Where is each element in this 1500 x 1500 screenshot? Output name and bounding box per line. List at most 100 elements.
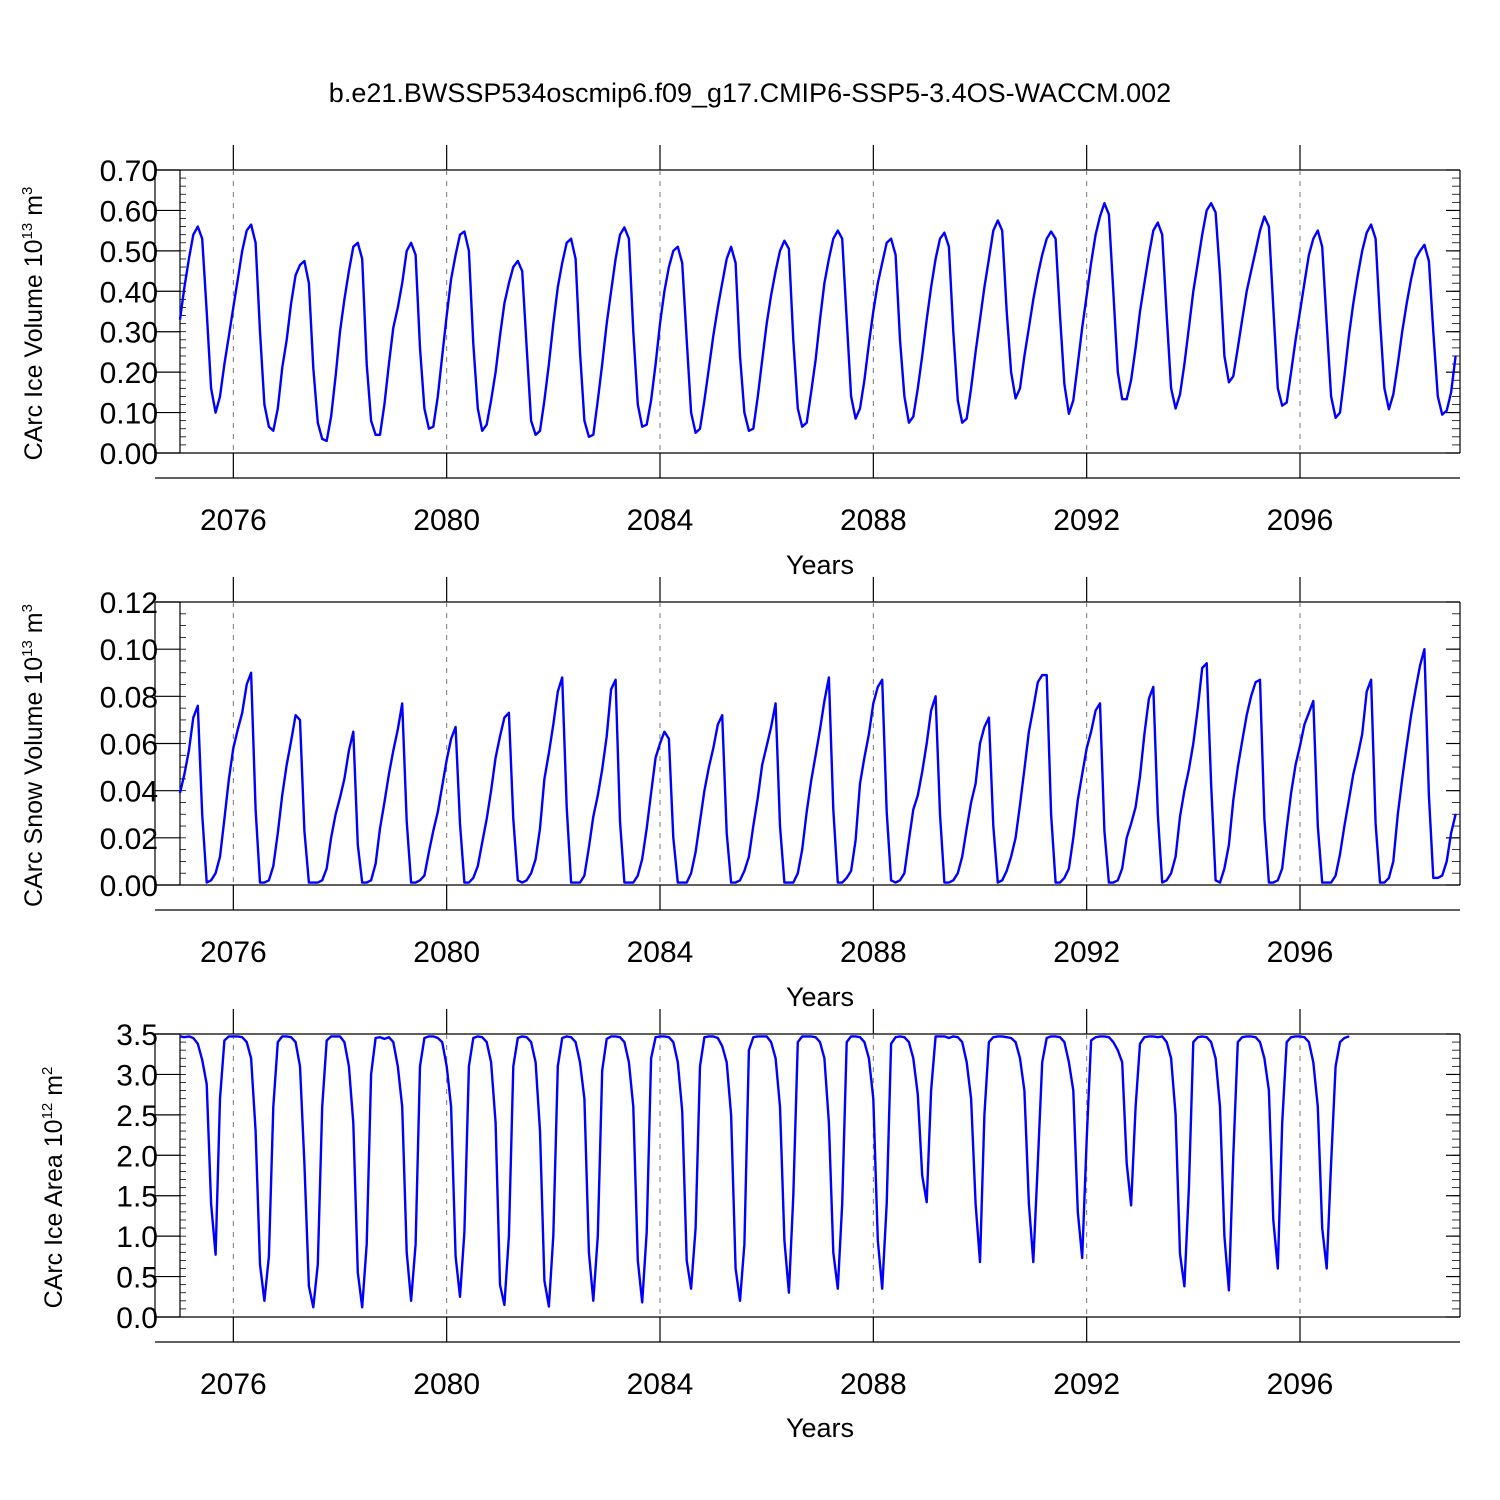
- data-point: [939, 238, 941, 240]
- data-point: [663, 1035, 666, 1037]
- data-point: [1272, 306, 1274, 309]
- data-point: [192, 234, 194, 236]
- data-point: [1210, 1041, 1212, 1043]
- x-axis-title: Years: [786, 982, 854, 1012]
- data-point: [686, 882, 688, 884]
- data-point: [877, 686, 879, 688]
- data-point: [970, 387, 972, 389]
- data-point: [597, 399, 599, 401]
- data-point: [855, 418, 857, 420]
- data-point: [535, 1061, 537, 1063]
- y-tick-label: 2.5: [116, 1100, 158, 1133]
- data-point: [850, 395, 852, 397]
- data-point: [832, 808, 834, 811]
- data-point: [1290, 371, 1292, 373]
- data-point: [1210, 783, 1212, 785]
- data-point: [1143, 1036, 1145, 1038]
- data-point: [1201, 667, 1203, 669]
- data-point: [446, 759, 448, 761]
- data-point: [499, 335, 501, 337]
- data-point: [503, 302, 505, 304]
- data-point: [748, 856, 750, 858]
- data-point: [330, 1035, 332, 1037]
- data-point: [1015, 1041, 1017, 1043]
- data-point: [903, 395, 906, 397]
- data-point: [210, 387, 212, 389]
- data-point: [721, 282, 723, 284]
- x-tick-label: 2080: [413, 1368, 480, 1401]
- data-point: [868, 343, 870, 345]
- data-point: [263, 1300, 265, 1302]
- data-point: [503, 1304, 505, 1306]
- data-point: [383, 801, 385, 804]
- data-point: [606, 1038, 608, 1040]
- data-point: [1019, 387, 1021, 389]
- data-point: [410, 1300, 412, 1302]
- data-point: [632, 882, 634, 884]
- data-point: [410, 242, 412, 244]
- data-point: [1072, 837, 1074, 839]
- data-point: [961, 422, 963, 424]
- data-point: [641, 858, 643, 860]
- data-point: [663, 290, 666, 292]
- data-point: [1263, 1057, 1265, 1059]
- data-point: [1326, 323, 1328, 325]
- data-point: [655, 1036, 657, 1038]
- data-point: [526, 879, 528, 881]
- y-tick-label: 1.0: [116, 1221, 158, 1254]
- data-point: [1037, 1162, 1039, 1164]
- data-point: [899, 1035, 901, 1037]
- data-point: [832, 238, 834, 240]
- data-point: [655, 363, 657, 365]
- x-tick-label: 2088: [840, 1368, 907, 1401]
- data-point: [1095, 709, 1097, 712]
- data-point: [566, 806, 568, 808]
- data-point: [1197, 1036, 1199, 1038]
- data-point: [1023, 355, 1025, 357]
- data-point: [286, 764, 288, 766]
- data-point: [1108, 1036, 1110, 1038]
- y-tick-label: 0.30: [100, 317, 158, 350]
- data-point: [450, 278, 452, 280]
- x-tick-label: 2080: [413, 504, 480, 537]
- data-point: [223, 363, 225, 365]
- data-point: [1259, 1041, 1261, 1043]
- data-point: [1041, 1061, 1043, 1063]
- data-point: [272, 1106, 274, 1108]
- data-point: [557, 1065, 559, 1067]
- data-point: [1103, 202, 1105, 204]
- data-point: [303, 830, 305, 832]
- data-point: [1001, 230, 1003, 232]
- data-point: [975, 783, 977, 785]
- data-point: [930, 286, 932, 288]
- data-point: [1210, 202, 1212, 204]
- data-point: [668, 266, 670, 268]
- data-point: [1090, 731, 1092, 733]
- y-axis-title-unit: m: [20, 612, 48, 640]
- data-point: [1157, 813, 1159, 815]
- data-point: [246, 230, 248, 232]
- data-point: [797, 1041, 799, 1043]
- data-point: [268, 426, 270, 428]
- data-point: [641, 426, 643, 428]
- data-point: [1228, 1289, 1230, 1291]
- data-point: [1192, 290, 1194, 292]
- data-point: [1206, 1036, 1208, 1038]
- data-point: [272, 865, 274, 867]
- data-point: [1152, 686, 1154, 688]
- data-point: [623, 1041, 626, 1043]
- data-point: [615, 679, 617, 681]
- data-point: [281, 367, 283, 369]
- data-point: [775, 1057, 777, 1059]
- data-point: [383, 403, 385, 406]
- data-point: [388, 363, 390, 365]
- data-point: [957, 872, 959, 874]
- data-point: [392, 327, 394, 329]
- data-point: [277, 832, 279, 834]
- data-point: [677, 882, 679, 884]
- data-point: [250, 1057, 252, 1059]
- data-point: [1041, 254, 1043, 256]
- data-point: [1308, 1041, 1310, 1043]
- data-point: [655, 757, 657, 759]
- data-point: [561, 262, 563, 264]
